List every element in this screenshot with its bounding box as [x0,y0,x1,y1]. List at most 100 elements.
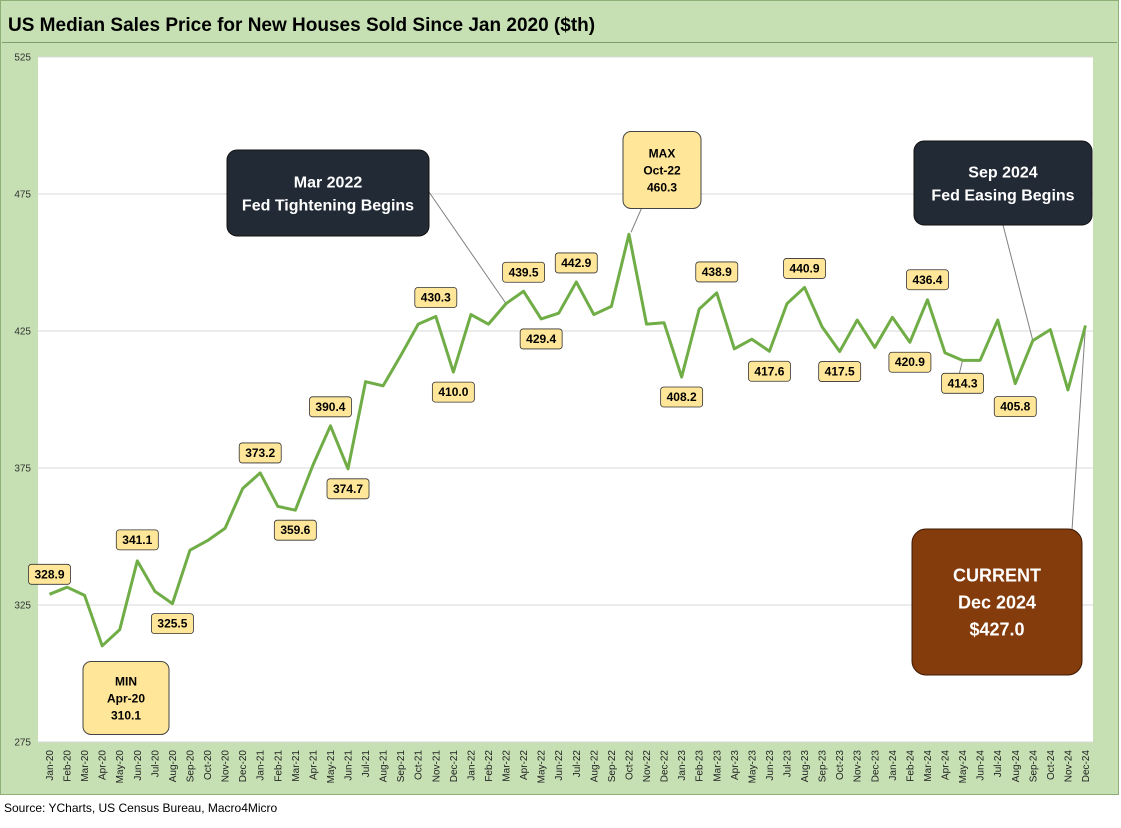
x-tick-label: Jun-23 [765,750,776,781]
max-annotation-box [622,131,702,209]
easing-annotation: Sep 2024 Fed Easing Begins [913,140,1093,226]
x-tick-label: Sep-24 [1028,750,1039,783]
y-tick-label: 525 [14,53,31,64]
data-label-box [309,396,352,418]
data-label-text: 429.4 [526,332,556,346]
data-label: 414.3 [941,372,984,394]
x-tick-label: Apr-24 [941,750,952,780]
data-label-text: 374.7 [333,482,363,496]
x-tick-label: Mar-23 [712,750,723,782]
data-label-text: 410.0 [438,385,468,399]
x-tick-label: Jul-20 [150,750,161,778]
data-label-box [414,287,458,308]
data-label-text: 408.2 [667,390,697,404]
data-label: 328.9 [28,563,71,585]
x-tick-label: Oct-22 [624,750,635,780]
max-annotation: MAX Oct-22 460.3 [622,131,702,209]
x-tick-label: Feb-22 [484,750,495,782]
y-tick-label: 475 [14,190,31,201]
data-label-box [519,328,563,350]
max-annotation-line: MAX [649,146,676,160]
data-label-box [238,442,282,464]
x-tick-label: May-21 [326,750,337,784]
max-annotation-line: Oct-22 [643,163,681,177]
easing-annotation-box [913,140,1093,226]
x-tick-label: Jul-21 [361,750,372,778]
data-label: 417.6 [748,360,791,382]
x-tick-label: Oct-23 [835,750,846,780]
current-annotation-box [911,528,1083,676]
x-tick-label: Jan-22 [466,750,477,781]
x-tick-label: Jul-24 [993,750,1004,778]
x-tick-label: Jun-22 [554,750,565,781]
x-tick-label: Feb-24 [905,750,916,782]
tightening-annotation-line: Mar 2022 [294,174,363,191]
data-label: 430.3 [414,287,458,308]
chart-title: US Median Sales Price for New Houses Sol… [8,15,596,36]
data-label-box [326,478,370,500]
current-leader [1071,325,1086,531]
x-tick-label: Oct-24 [1046,750,1057,780]
x-axis-ticks: Jan-20 Feb-20 Mar-20 Apr-20 May-20 Jun-20 Jul-… [45,750,1092,784]
annotations: MIN Apr-20 310.1 MAX Oct-22 460.3 Mar 2022 Fed … [82,131,1093,735]
data-label: 373.2 [238,442,282,464]
data-label: 440.9 [783,258,826,279]
x-tick-label: Jul-22 [572,750,583,778]
y-tick-label: 425 [14,327,31,338]
x-tick-label: Jun-24 [976,750,987,781]
x-tick-label: Aug-23 [800,750,811,783]
data-label-text: 417.5 [825,365,855,379]
data-label-box [783,258,826,279]
data-label: 341.1 [115,529,159,551]
x-tick-label: Apr-23 [730,750,741,780]
max-leader [630,204,644,233]
data-label-text: 373.2 [245,446,275,460]
data-label-text: 325.5 [157,617,187,631]
min-annotation-line: Apr-20 [107,691,145,705]
x-tick-label: Mar-20 [80,750,91,782]
x-tick-label: Feb-23 [695,750,706,782]
data-label-text: 438.9 [702,265,732,279]
data-label-box [993,396,1037,418]
data-label: 439.5 [502,261,546,283]
data-label-box [502,261,546,283]
x-tick-label: Dec-20 [238,750,249,783]
data-label: 438.9 [695,261,739,283]
data-labels: 328.9 341.1 325.5 373.2 359.6 390.4 374.7 430.3… [28,252,1037,635]
x-tick-label: Apr-21 [308,750,319,780]
data-label-box [695,261,739,283]
data-label-box [941,372,984,394]
y-tick-label: 325 [14,601,31,612]
x-tick-label: Jan-21 [256,750,267,781]
y-axis-ticks: 275 325 375 425 475 525 [14,53,31,749]
data-label: 405.8 [993,396,1037,418]
data-label-text: 390.4 [315,400,345,414]
x-tick-label: Sep-22 [607,750,618,783]
data-label-text: 328.9 [34,567,64,581]
x-tick-label: Dec-21 [449,750,460,783]
data-label-text: 439.5 [509,265,539,279]
tightening-annotation: Mar 2022 Fed Tightening Begins [226,149,430,237]
x-tick-label: Dec-24 [1081,750,1092,783]
x-tick-label: Mar-24 [923,750,934,782]
current-annotation-line: Dec 2024 [958,592,1036,612]
data-label-box [888,351,932,373]
x-tick-label: May-24 [958,750,969,784]
x-tick-label: Dec-22 [660,750,671,783]
line-chart: 275 325 375 425 475 525 Jan-20 Feb-20 Mar-20 Apr… [14,53,1093,784]
current-annotation-line: $427.0 [969,619,1024,639]
data-label-box [906,269,949,291]
x-tick-label: Sep-21 [396,750,407,783]
x-tick-label: Jul-23 [782,750,793,778]
data-label: 410.0 [431,381,475,403]
source-note: Source: YCharts, US Census Bureau, Macro… [4,801,278,815]
data-label: 325.5 [151,613,194,635]
data-label-box [431,381,475,403]
x-tick-label: Aug-20 [168,750,179,783]
series-line [48,232,1087,648]
data-label-box [115,529,159,551]
x-tick-label: May-23 [747,750,758,784]
x-tick-label: Nov-21 [431,750,442,783]
min-annotation-box [82,661,170,735]
data-label: 390.4 [309,396,352,418]
